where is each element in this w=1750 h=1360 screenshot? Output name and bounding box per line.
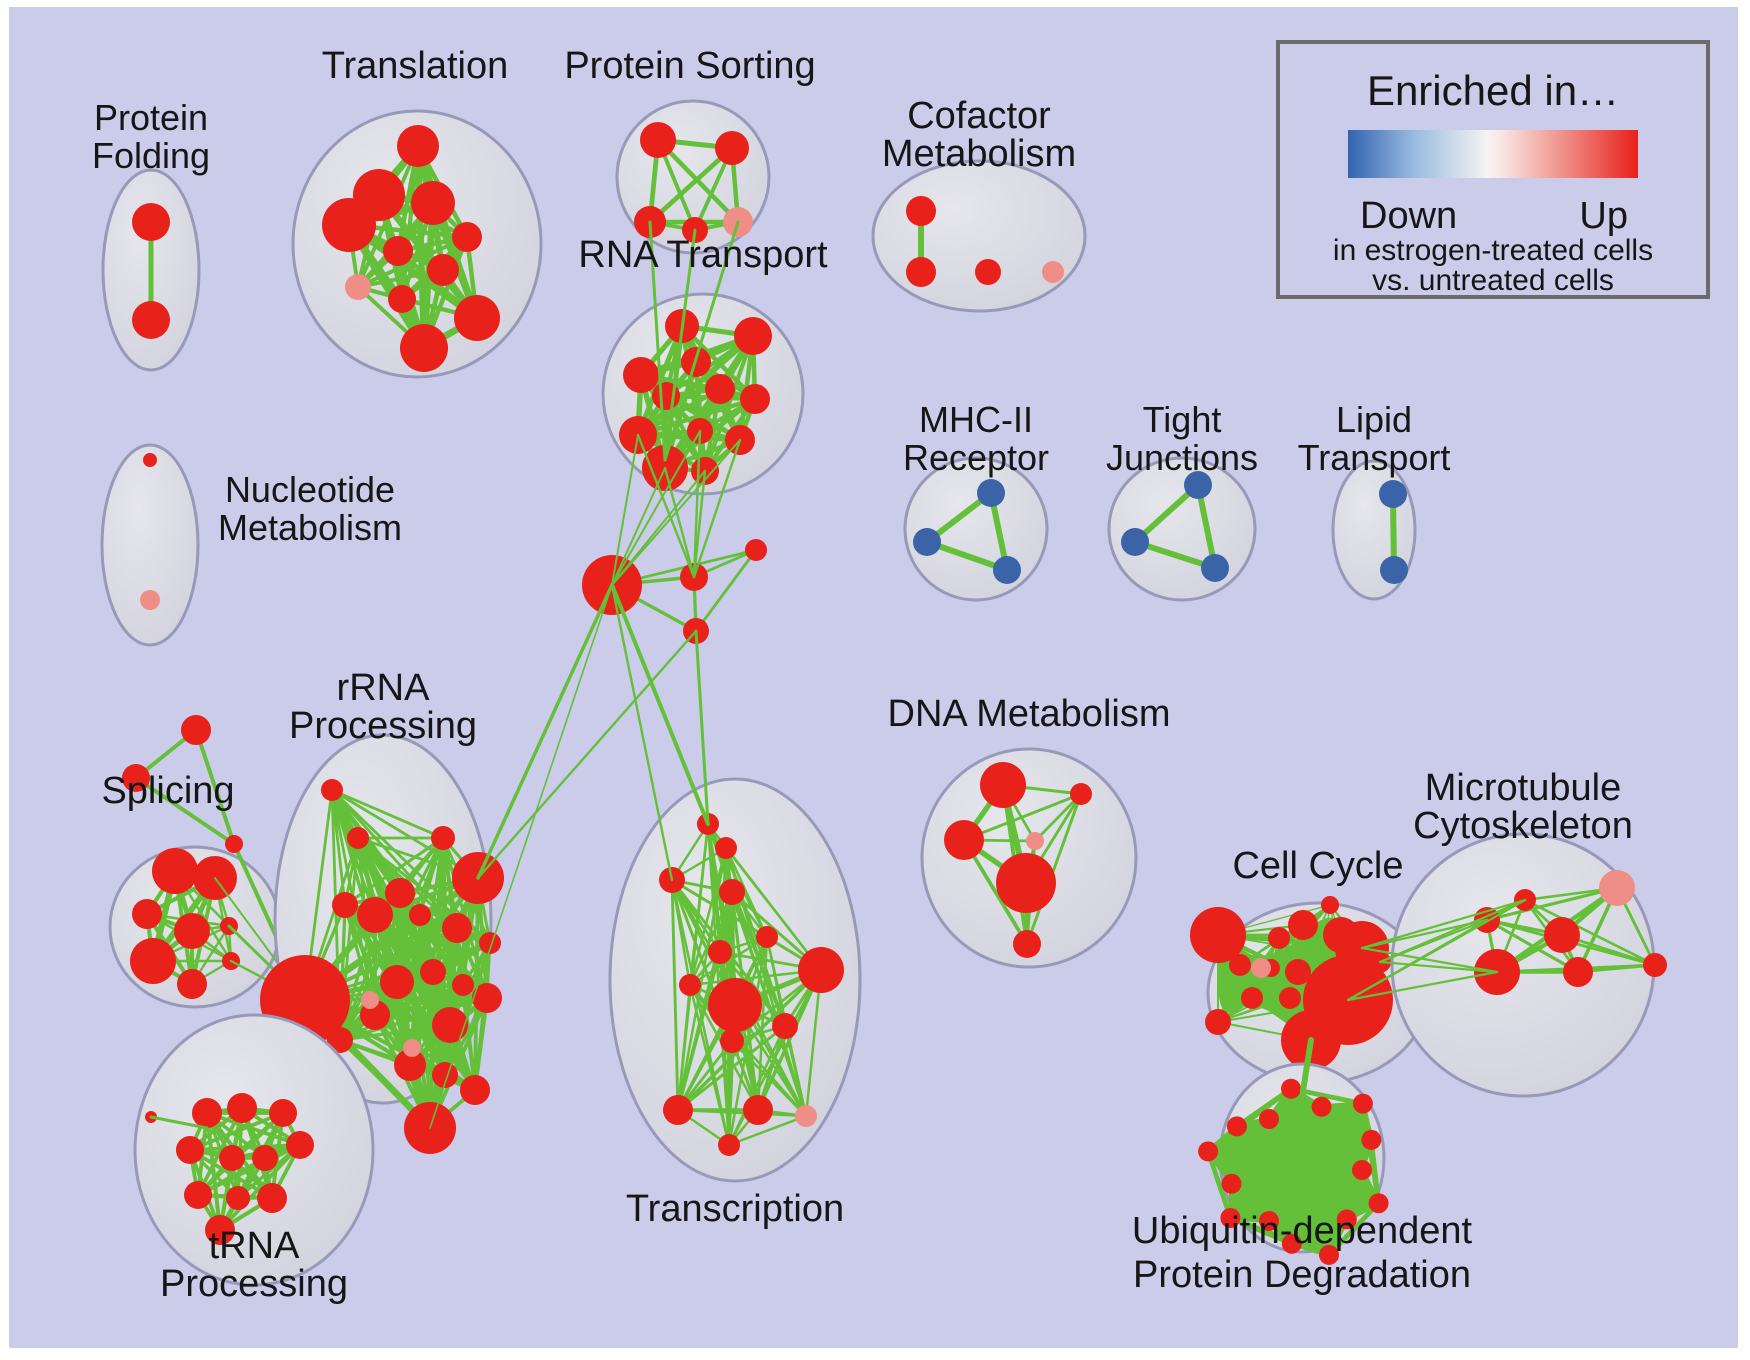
svg-text:Folding: Folding [92, 135, 210, 176]
svg-text:Transcription: Transcription [626, 1188, 844, 1230]
svg-text:DNA Metabolism: DNA Metabolism [888, 693, 1171, 735]
svg-text:Metabolism: Metabolism [218, 507, 402, 548]
svg-text:tRNA: tRNA [209, 1225, 300, 1267]
svg-text:Cell Cycle: Cell Cycle [1232, 845, 1403, 887]
svg-text:vs. untreated cells: vs. untreated cells [1372, 264, 1614, 297]
svg-text:MHC-II: MHC-II [919, 399, 1033, 440]
svg-text:Processing: Processing [160, 1263, 348, 1305]
svg-text:in estrogen-treated cells: in estrogen-treated cells [1333, 234, 1653, 267]
svg-text:Nucleotide: Nucleotide [225, 469, 395, 510]
svg-text:Cofactor: Cofactor [907, 95, 1051, 137]
svg-text:Tight: Tight [1143, 399, 1222, 440]
svg-text:Down: Down [1360, 195, 1457, 237]
svg-text:Microtubule: Microtubule [1425, 767, 1621, 809]
svg-text:Up: Up [1579, 195, 1628, 237]
svg-text:Splicing: Splicing [101, 770, 234, 812]
svg-text:Protein Sorting: Protein Sorting [564, 45, 815, 87]
svg-text:Processing: Processing [289, 705, 477, 747]
svg-text:Receptor: Receptor [903, 437, 1049, 478]
svg-text:Lipid: Lipid [1336, 399, 1412, 440]
svg-text:Enriched in…: Enriched in… [1367, 67, 1619, 114]
svg-text:Cytoskeleton: Cytoskeleton [1413, 805, 1633, 847]
svg-text:Protein Degradation: Protein Degradation [1133, 1254, 1471, 1296]
svg-text:Metabolism: Metabolism [882, 133, 1076, 175]
svg-text:Junctions: Junctions [1106, 437, 1258, 478]
svg-text:Translation: Translation [322, 45, 509, 87]
svg-text:Ubiquitin-dependent: Ubiquitin-dependent [1132, 1210, 1473, 1252]
svg-text:RNA Transport: RNA Transport [578, 234, 828, 276]
svg-text:Transport: Transport [1298, 437, 1451, 478]
svg-text:Protein: Protein [94, 97, 208, 138]
svg-text:rRNA: rRNA [337, 667, 431, 709]
